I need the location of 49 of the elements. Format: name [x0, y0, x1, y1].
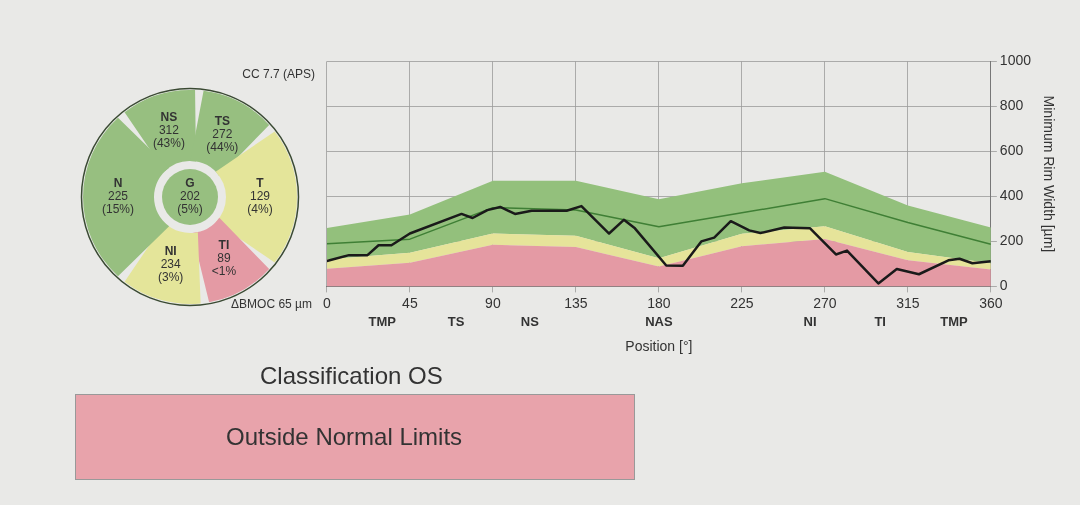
text: (4%) [247, 202, 273, 217]
x-tick-label: 315 [896, 294, 920, 311]
x-tick-label: 0 [322, 294, 331, 311]
y-tick-label: 600 [999, 142, 1024, 159]
x-tick-label: 45 [402, 294, 418, 311]
text: CC 7.7 (APS) [242, 67, 315, 82]
y-tick-label: 1000 [999, 52, 1032, 69]
category-label: NS [160, 109, 178, 124]
category-label: TI [218, 237, 230, 252]
text: ΔBMOC 65 µm [231, 297, 312, 312]
y-axis-title: Minimum Rim Width [µm] [1041, 95, 1058, 253]
category-label: G [185, 176, 195, 191]
x-tick-label: 180 [647, 294, 671, 311]
y-tick-label: 400 [999, 187, 1024, 204]
data-label: 202 [179, 189, 201, 204]
data-label: 129 [249, 189, 271, 204]
text: (5%) [177, 202, 203, 217]
text: Outside Normal Limits [226, 423, 463, 451]
x-tick-label: 225 [730, 294, 754, 311]
text: Classification OS [260, 362, 443, 390]
y-tick-label: 0 [999, 277, 1008, 294]
x-tick-label: 90 [485, 294, 501, 311]
data-label: 89 [217, 250, 231, 265]
text: NAS [645, 314, 673, 330]
x-tick-label: 360 [979, 294, 1003, 311]
text: TS [447, 314, 465, 330]
y-tick-label: 200 [999, 232, 1024, 249]
category-label: NI [164, 243, 177, 258]
y-tick-label: 800 [999, 97, 1024, 114]
category-label: N [113, 176, 123, 191]
text: (15%) [101, 202, 135, 217]
text: (44%) [206, 140, 239, 155]
text: NI [803, 314, 817, 330]
text: TMP [368, 314, 397, 330]
x-axis-title: Position [°] [625, 338, 693, 355]
text: <1% [211, 263, 237, 278]
data-label: 225 [107, 189, 129, 204]
data-label: 272 [212, 127, 233, 142]
data-label: 234 [160, 256, 182, 271]
x-tick-label: 270 [813, 294, 837, 311]
text: (43%) [152, 135, 185, 150]
data-label: 312 [158, 122, 180, 137]
x-tick-label: 135 [564, 294, 588, 311]
text: NS [520, 314, 540, 330]
text: (3%) [158, 269, 184, 284]
category-label: TS [214, 114, 230, 129]
text: TI [874, 314, 886, 330]
category-label: T [256, 176, 265, 191]
text: TMP [940, 314, 969, 330]
